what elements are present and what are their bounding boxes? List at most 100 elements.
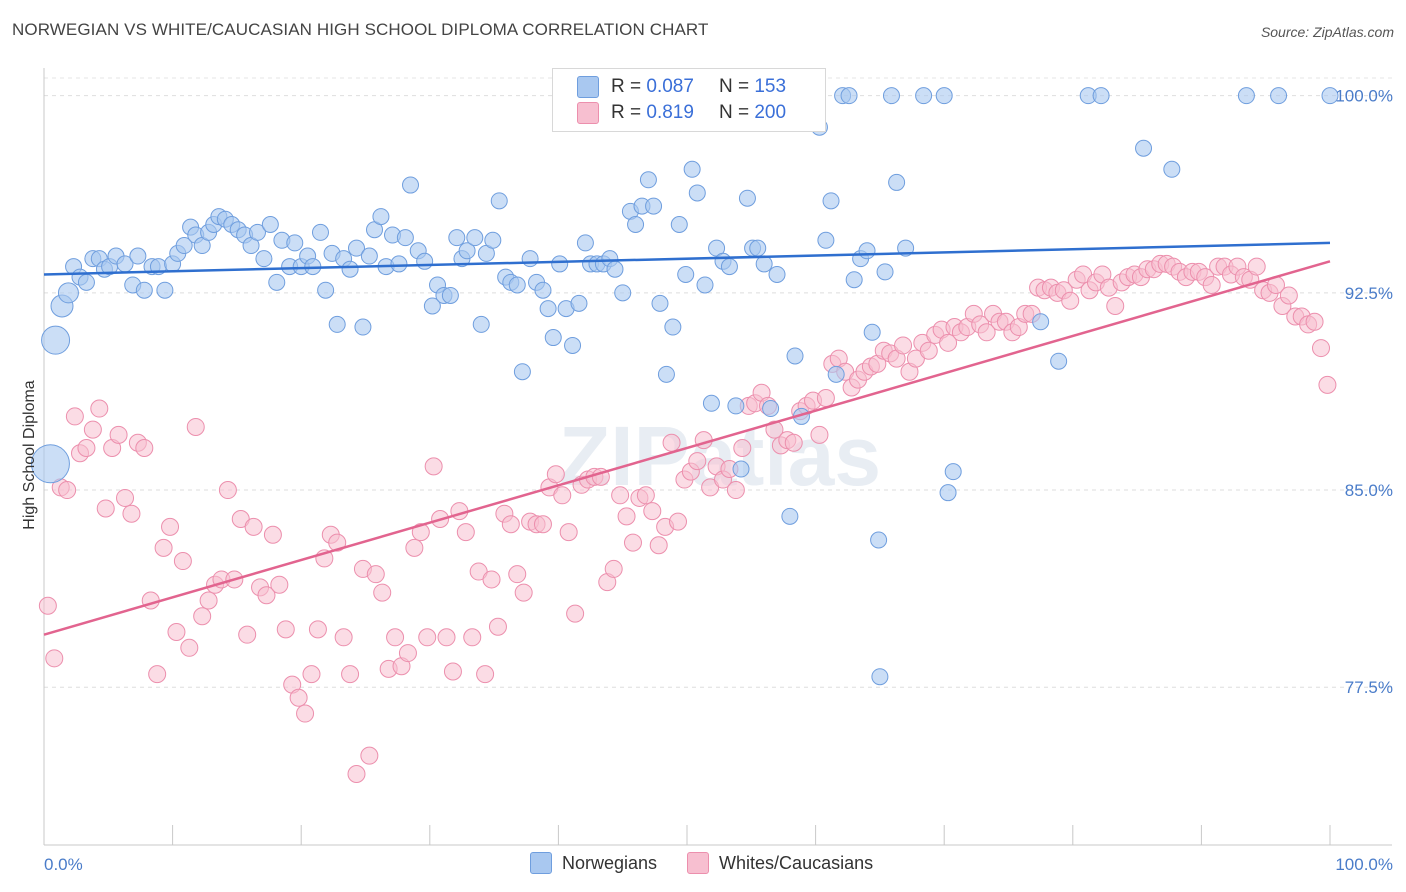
y-tick-label: 100.0% (1335, 87, 1393, 106)
point-norwegians (702, 394, 720, 412)
point-whites (257, 586, 276, 605)
point-norwegians (683, 160, 701, 178)
point-norwegians (882, 87, 900, 105)
point-whites (238, 625, 257, 644)
point-norwegians (354, 318, 372, 336)
point-whites (1074, 265, 1093, 284)
point-whites (302, 665, 321, 684)
point-whites (604, 559, 623, 578)
point-whites (488, 617, 507, 636)
point-norwegians (677, 265, 695, 283)
series-legend: Norwegians Whites/Caucasians (530, 852, 873, 874)
point-whites (109, 425, 128, 444)
point-norwegians (817, 231, 835, 249)
point-whites (1311, 339, 1330, 358)
point-norwegians (261, 215, 279, 233)
legend-swatch-blue (577, 76, 599, 98)
point-norwegians (390, 255, 408, 273)
point-norwegians (863, 323, 881, 341)
legend-row-whites: R = 0.819 N = 200 (577, 101, 786, 125)
point-whites (919, 341, 938, 360)
point-norwegians (786, 347, 804, 365)
point-whites (360, 746, 379, 765)
point-norwegians (720, 258, 738, 276)
point-whites (411, 523, 430, 542)
point-norwegians (57, 282, 79, 304)
legend-label-norwegians: Norwegians (562, 852, 658, 873)
point-whites (373, 583, 392, 602)
point-whites (906, 349, 925, 368)
point-norwegians (317, 281, 335, 299)
point-norwegians (755, 255, 773, 273)
point-whites (218, 481, 237, 500)
point-whites (611, 486, 630, 505)
x-tick-label: 100.0% (1335, 855, 1393, 874)
point-norwegians (268, 273, 286, 291)
point-whites (186, 417, 205, 436)
point-whites (1279, 286, 1298, 305)
legend-r-label: R = (611, 102, 642, 123)
point-whites (894, 336, 913, 355)
chart-title: NORWEGIAN VS WHITE/CAUCASIAN HIGH SCHOOL… (12, 20, 709, 39)
legend-swatch-pink (577, 102, 599, 124)
tick-labels: 77.5% 85.0% 92.5% 100.0% 0.0% 100.0% (44, 87, 1393, 874)
point-whites (636, 486, 655, 505)
point-norwegians (77, 273, 95, 291)
point-norwegians (472, 315, 490, 333)
point-norwegians (1237, 87, 1255, 105)
point-norwegians (1092, 87, 1110, 105)
point-norwegians (347, 239, 365, 257)
point-norwegians (484, 231, 502, 249)
x-tick-label: 0.0% (44, 855, 83, 874)
point-norwegians (749, 239, 767, 257)
point-whites (96, 499, 115, 518)
point-whites (816, 389, 835, 408)
point-norwegians (513, 363, 531, 381)
point-norwegians (551, 255, 569, 273)
point-whites (1106, 297, 1125, 316)
point-norwegians (1163, 160, 1181, 178)
point-whites (482, 570, 501, 589)
point-norwegians (129, 247, 147, 265)
point-norwegians (458, 242, 476, 260)
point-whites (161, 517, 180, 536)
point-whites (643, 502, 662, 521)
point-norwegians (870, 531, 888, 549)
point-norwegians (248, 223, 266, 241)
point-whites (1202, 275, 1221, 294)
point-whites (116, 488, 135, 507)
point-whites (765, 420, 784, 439)
point-norwegians (727, 397, 745, 415)
point-whites (688, 452, 707, 471)
point-norwegians (664, 318, 682, 336)
point-norwegians (544, 329, 562, 347)
watermark: ZIPatlas (559, 409, 881, 503)
point-whites (623, 533, 642, 552)
point-norwegians (466, 229, 484, 247)
point-norwegians (1032, 313, 1050, 331)
point-norwegians (311, 223, 329, 241)
point-whites (199, 591, 218, 610)
whites-caucasians-points (38, 254, 1337, 784)
point-norwegians (539, 300, 557, 318)
point-whites (77, 438, 96, 457)
point-norwegians (1321, 87, 1339, 105)
point-whites (649, 536, 668, 555)
point-whites (456, 523, 475, 542)
point-whites (334, 628, 353, 647)
point-norwegians (1270, 87, 1288, 105)
point-norwegians (651, 294, 669, 312)
y-tick-label: 92.5% (1345, 284, 1393, 303)
point-whites (418, 628, 437, 647)
point-whites (328, 533, 347, 552)
point-whites (533, 515, 552, 534)
point-whites (939, 333, 958, 352)
point-norwegians (423, 297, 441, 315)
point-norwegians (135, 281, 153, 299)
point-norwegians (627, 215, 645, 233)
legend-swatch-norwegians (530, 852, 552, 874)
point-norwegians (614, 284, 632, 302)
point-whites (122, 504, 141, 523)
point-norwegians (570, 294, 588, 312)
